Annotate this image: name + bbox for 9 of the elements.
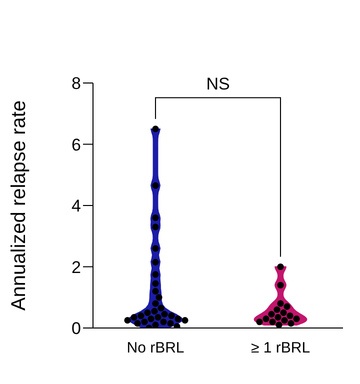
annotation: NS <box>206 74 230 94</box>
y-axis-title: Annualized relapse rate <box>8 100 30 311</box>
y-tick-label: 8 <box>72 74 81 94</box>
y-tick-label: 0 <box>72 319 81 338</box>
x-tick-label: ≥ 1 rBRL <box>250 340 310 357</box>
y-tick-label: 2 <box>72 258 81 277</box>
y-tick-label: 4 <box>72 196 81 216</box>
y-tick-label: 6 <box>72 135 81 154</box>
x-tick-label: No rBRL <box>126 340 184 357</box>
